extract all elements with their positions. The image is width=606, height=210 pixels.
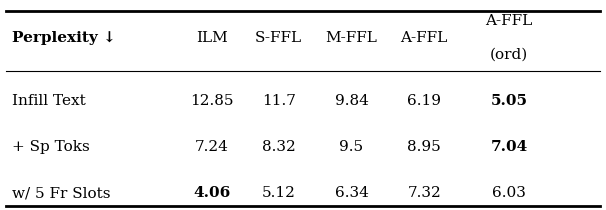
Text: A-FFL: A-FFL — [401, 31, 448, 45]
Text: ILM: ILM — [196, 31, 228, 45]
Text: M-FFL: M-FFL — [325, 31, 378, 45]
Text: 8.95: 8.95 — [407, 140, 441, 154]
Text: 6.19: 6.19 — [407, 94, 441, 108]
Text: 6.34: 6.34 — [335, 186, 368, 200]
Text: w/ 5 Fr Slots: w/ 5 Fr Slots — [12, 186, 111, 200]
Text: 11.7: 11.7 — [262, 94, 296, 108]
Text: 9.84: 9.84 — [335, 94, 368, 108]
Text: 6.03: 6.03 — [492, 186, 526, 200]
Text: A-FFL: A-FFL — [485, 14, 533, 28]
Text: (ord): (ord) — [490, 48, 528, 62]
Text: Infill Text: Infill Text — [12, 94, 86, 108]
Text: S-FFL: S-FFL — [255, 31, 302, 45]
Text: 7.04: 7.04 — [490, 140, 528, 154]
Text: Perplexity ↓: Perplexity ↓ — [12, 31, 116, 45]
Text: 12.85: 12.85 — [190, 94, 234, 108]
Text: 5.05: 5.05 — [490, 94, 528, 108]
Text: 8.32: 8.32 — [262, 140, 296, 154]
Text: 7.32: 7.32 — [407, 186, 441, 200]
Text: 7.24: 7.24 — [195, 140, 229, 154]
Text: 5.12: 5.12 — [262, 186, 296, 200]
Text: + Sp Toks: + Sp Toks — [12, 140, 90, 154]
Text: 9.5: 9.5 — [339, 140, 364, 154]
Text: 4.06: 4.06 — [193, 186, 231, 200]
